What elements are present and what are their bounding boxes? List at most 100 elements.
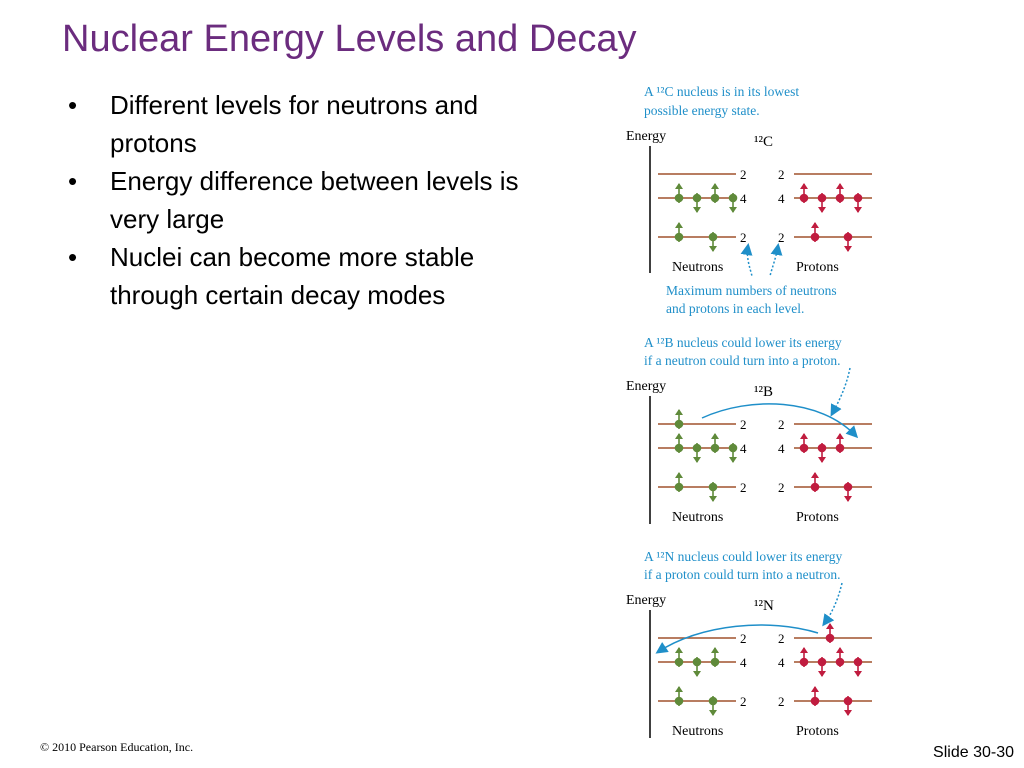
proton-level-capacity: 4 — [778, 441, 785, 456]
nucleon-spin-down — [728, 193, 738, 203]
slide-title: Nuclear Energy Levels and Decay — [62, 18, 637, 60]
bullet-item: • Energy difference between levels is ver… — [66, 162, 526, 238]
nucleon-spin-down — [708, 696, 718, 706]
neutron-level-capacity: 2 — [740, 417, 747, 432]
spin-arrowhead — [711, 433, 719, 439]
spin-arrowhead — [800, 183, 808, 189]
energy-levels: 2 2 4 4 2 2 — [658, 167, 872, 245]
nucleon-spin-up — [799, 193, 809, 203]
neutrons-label: Neutrons — [672, 510, 723, 525]
nucleon-spin-up — [674, 419, 684, 429]
nucleon-spin-down — [728, 443, 738, 453]
panel-carbon-12: A ¹²C nucleus is in its lowest possible … — [626, 84, 872, 316]
nucleon-spin-up — [799, 657, 809, 667]
spin-arrowhead — [826, 623, 834, 629]
spin-arrowhead — [800, 647, 808, 653]
proton-level-capacity: 2 — [778, 417, 785, 432]
caption-pointer — [830, 367, 851, 417]
neutron-group — [674, 647, 720, 716]
neutron-to-proton-arrow — [701, 403, 859, 439]
energy-levels: 2 2 4 4 2 2 — [658, 631, 872, 709]
spin-arrowhead — [693, 457, 701, 463]
energy-axis-label: Energy — [626, 379, 666, 394]
neutrons-label: Neutrons — [672, 724, 723, 739]
nucleon-spin-down — [853, 657, 863, 667]
spin-arrowhead — [811, 472, 819, 478]
proton-level-capacity: 2 — [778, 480, 785, 495]
panel1-note-line1: Maximum numbers of neutrons — [666, 283, 837, 298]
spin-arrowhead — [818, 457, 826, 463]
bullet-text: Energy difference between levels is very… — [110, 166, 519, 234]
nucleon-spin-up — [835, 193, 845, 203]
nucleon-spin-down — [817, 443, 827, 453]
spin-arrowhead — [709, 496, 717, 502]
protons-label: Protons — [796, 260, 839, 275]
bullet-marker: • — [68, 166, 78, 196]
proton-level-capacity: 2 — [778, 631, 785, 646]
bullet-item: • Different levels for neutrons and proto… — [66, 86, 526, 162]
neutron-level-capacity: 2 — [740, 230, 747, 245]
bullet-marker: • — [68, 90, 78, 120]
spin-arrowhead — [675, 686, 683, 692]
nucleon-spin-up — [674, 193, 684, 203]
proton-level-capacity: 2 — [778, 167, 785, 182]
bullet-text: Different levels for neutrons and proton… — [110, 90, 479, 158]
nucleon-spin-up — [674, 482, 684, 492]
nucleon-spin-down — [692, 443, 702, 453]
nucleon-spin-up — [674, 232, 684, 242]
panel3-caption-line2: if a proton could turn into a neutron. — [644, 567, 840, 582]
spin-arrowhead — [675, 409, 683, 415]
nucleon-spin-up — [810, 482, 820, 492]
nucleon-spin-up — [810, 232, 820, 242]
proton-group — [799, 623, 863, 716]
nucleon-spin-down — [817, 193, 827, 203]
neutron-level-capacity: 2 — [740, 480, 747, 495]
spin-arrowhead — [675, 222, 683, 228]
nucleon-spin-up — [835, 443, 845, 453]
note-pointer-neutrons — [740, 243, 753, 277]
panel1-note-line2: and protons in each level. — [666, 301, 804, 316]
nucleon-spin-down — [843, 696, 853, 706]
nucleus-label-n12: ¹²N — [754, 598, 774, 614]
energy-level-figure: A ¹²C nucleus is in its lowest possible … — [626, 84, 872, 739]
nucleon-spin-down — [708, 232, 718, 242]
proton-level-capacity: 2 — [778, 694, 785, 709]
copyright-notice: © 2010 Pearson Education, Inc. — [40, 740, 194, 754]
spin-arrowhead — [844, 496, 852, 502]
nucleon-spin-down — [692, 657, 702, 667]
panel-nitrogen-12: A ¹²N nucleus could lower its energy if … — [626, 549, 872, 739]
spin-arrowhead — [811, 222, 819, 228]
spin-arrowhead — [693, 207, 701, 213]
spin-arrowhead — [818, 207, 826, 213]
nucleus-label-b12: ¹²B — [754, 384, 773, 400]
neutron-level-capacity: 2 — [740, 167, 747, 182]
spin-arrowhead — [711, 183, 719, 189]
nucleon-spin-down — [843, 232, 853, 242]
panel2-caption-line2: if a neutron could turn into a proton. — [644, 353, 840, 368]
spin-arrowhead — [844, 246, 852, 252]
caption-pointer — [822, 582, 843, 627]
nucleon-spin-up — [825, 633, 835, 643]
neutron-level-capacity: 4 — [740, 441, 747, 456]
proton-group — [799, 433, 853, 502]
protons-label: Protons — [796, 724, 839, 739]
nucleon-spin-down — [708, 482, 718, 492]
panel1-caption-line1: A ¹²C nucleus is in its lowest — [644, 84, 799, 99]
neutron-group — [674, 183, 738, 252]
spin-arrowhead — [818, 671, 826, 677]
nucleon-spin-up — [799, 443, 809, 453]
neutron-level-capacity: 4 — [740, 191, 747, 206]
spin-arrowhead — [844, 710, 852, 716]
nucleon-spin-down — [692, 193, 702, 203]
neutron-level-capacity: 2 — [740, 694, 747, 709]
nucleus-label-c12: ¹²C — [754, 134, 773, 150]
spin-arrowhead — [675, 433, 683, 439]
spin-arrowhead — [709, 710, 717, 716]
spin-arrowhead — [836, 183, 844, 189]
nucleon-spin-up — [710, 657, 720, 667]
nucleon-spin-up — [674, 443, 684, 453]
spin-arrowhead — [729, 207, 737, 213]
neutron-group — [674, 409, 738, 502]
bullet-list: • Different levels for neutrons and proto… — [66, 86, 526, 314]
proton-level-capacity: 4 — [778, 191, 785, 206]
